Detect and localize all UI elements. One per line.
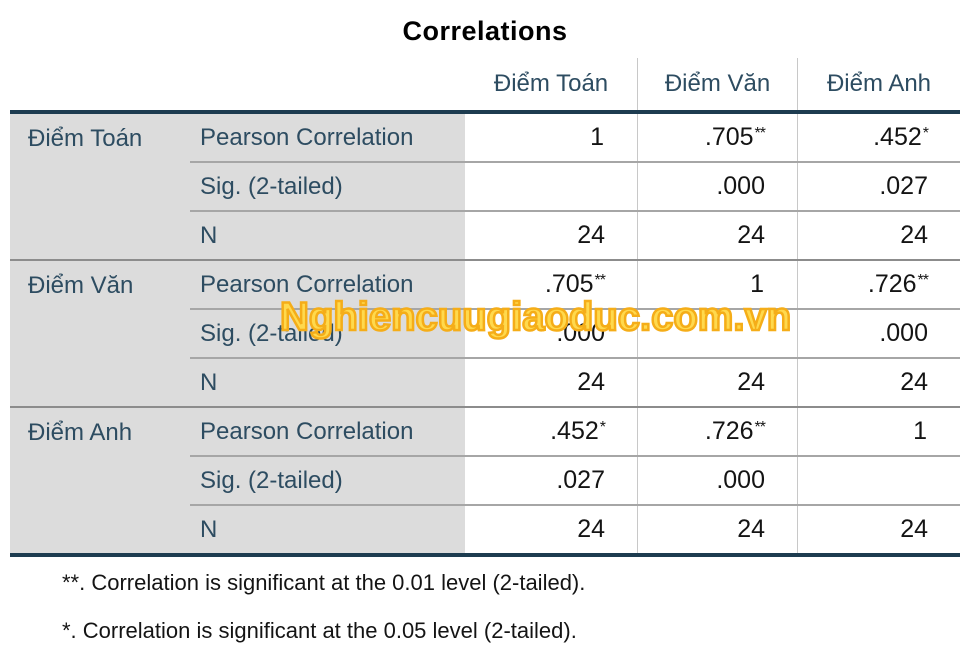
significance-superscript: ** xyxy=(754,124,766,142)
value-cell: 24 xyxy=(465,506,637,553)
row-group-diem-toan: Điểm Toán Pearson Correlation 1 .705 ** .… xyxy=(10,114,960,259)
value-cell: .726 ** xyxy=(637,408,797,455)
cell-value: .452 xyxy=(873,123,922,151)
value-cell: 24 xyxy=(797,506,960,553)
cell-value: .000 xyxy=(716,466,765,494)
cell-value: 24 xyxy=(900,221,928,249)
significance-superscript: ** xyxy=(917,271,929,289)
value-cell: .726 ** xyxy=(797,261,960,308)
footnote-significance-01: **. Correlation is significant at the 0.… xyxy=(62,570,586,595)
significance-superscript: ** xyxy=(754,418,766,436)
value-cell: .000 xyxy=(465,310,637,357)
table-header-row: Điểm Toán Điểm Văn Điểm Anh xyxy=(10,58,960,114)
value-cell: .000 xyxy=(797,310,960,357)
cell-value: 24 xyxy=(900,368,928,396)
value-cell: .705 ** xyxy=(465,261,637,308)
table-row: N 24 24 24 xyxy=(190,357,960,406)
cell-value: 1 xyxy=(913,417,927,445)
cell-value: 24 xyxy=(577,515,605,543)
value-cell: .027 xyxy=(797,163,960,210)
cell-value: .027 xyxy=(556,466,605,494)
table-row: Sig. (2-tailed) .027 .000 xyxy=(190,455,960,504)
footnote-significance-05: *. Correlation is significant at the 0.0… xyxy=(62,618,577,643)
value-cell: 24 xyxy=(637,506,797,553)
cell-value: .705 xyxy=(544,270,594,298)
value-cell: 24 xyxy=(465,359,637,406)
cell-value: 24 xyxy=(577,221,605,249)
value-cell: .705 ** xyxy=(637,114,797,161)
column-header-diem-toan: Điểm Toán xyxy=(493,70,609,97)
cell-value: .000 xyxy=(879,319,928,347)
stat-label: Pearson Correlation xyxy=(190,408,465,455)
cell-value: .000 xyxy=(716,172,765,200)
row-group-diem-anh: Điểm Anh Pearson Correlation .452 * .726 *… xyxy=(10,406,960,553)
value-cell: 24 xyxy=(797,359,960,406)
value-cell: 24 xyxy=(637,359,797,406)
value-cell: .027 xyxy=(465,457,637,504)
value-cell: .452 * xyxy=(465,408,637,455)
stat-label: Pearson Correlation xyxy=(190,114,465,161)
cell-value: 24 xyxy=(737,221,765,249)
cell-value: 24 xyxy=(737,368,765,396)
value-cell: 24 xyxy=(465,212,637,259)
table-row: N 24 24 24 xyxy=(190,210,960,259)
cell-value: .000 xyxy=(556,319,605,347)
cell-value: 1 xyxy=(590,123,604,151)
stat-label: Sig. (2-tailed) xyxy=(190,310,465,357)
cell-value: .027 xyxy=(879,172,928,200)
row-group-label: Điểm Toán xyxy=(10,114,190,259)
row-group-rows: Pearson Correlation 1 .705 ** .452 * Sig. … xyxy=(190,114,960,259)
table-row: N 24 24 24 xyxy=(190,504,960,553)
value-cell: 1 xyxy=(465,114,637,161)
value-cell: 1 xyxy=(797,408,960,455)
value-cell: 24 xyxy=(797,212,960,259)
stat-label: Pearson Correlation xyxy=(190,261,465,308)
stat-label: Sig. (2-tailed) xyxy=(190,457,465,504)
header-spacer-stub xyxy=(10,58,190,110)
value-cell: .452 * xyxy=(797,114,960,161)
table-row: Sig. (2-tailed) .000 .000 xyxy=(190,308,960,357)
value-cell xyxy=(637,310,797,357)
row-group-label: Điểm Anh xyxy=(10,408,190,553)
cell-value: .705 xyxy=(704,123,754,151)
column-header-diem-van: Điểm Văn xyxy=(637,58,797,110)
cell-value: 24 xyxy=(737,515,765,543)
row-group-rows: Pearson Correlation .452 * .726 ** 1 Sig. … xyxy=(190,408,960,553)
cell-value: .726 xyxy=(867,270,917,298)
cell-value: 1 xyxy=(750,270,764,298)
significance-superscript: ** xyxy=(594,271,606,289)
significance-superscript: * xyxy=(599,418,606,436)
table-row: Pearson Correlation .705 ** 1 .726 ** xyxy=(190,261,960,308)
value-cell: 1 xyxy=(637,261,797,308)
correlations-table: Điểm Toán Điểm Văn Điểm Anh Điểm Toán Pe… xyxy=(10,58,960,557)
header-spacer-stat xyxy=(190,58,465,110)
column-header-diem-anh: Điểm Anh xyxy=(797,58,960,110)
stat-label: N xyxy=(190,359,465,406)
row-group-rows: Pearson Correlation .705 ** 1 .726 ** Sig.… xyxy=(190,261,960,406)
value-cell xyxy=(465,163,637,210)
stat-label: N xyxy=(190,212,465,259)
stat-label: N xyxy=(190,506,465,553)
table-row: Sig. (2-tailed) .000 .027 xyxy=(190,161,960,210)
cell-value: 24 xyxy=(577,368,605,396)
significance-superscript: * xyxy=(922,124,929,142)
row-group-label: Điểm Văn xyxy=(10,261,190,406)
table-body: Điểm Toán Pearson Correlation 1 .705 ** .… xyxy=(10,114,960,557)
cell-value: .726 xyxy=(704,417,754,445)
stat-label: Sig. (2-tailed) xyxy=(190,163,465,210)
table-row: Pearson Correlation 1 .705 ** .452 * xyxy=(190,114,960,161)
value-cell: 24 xyxy=(637,212,797,259)
table-row: Pearson Correlation .452 * .726 ** 1 xyxy=(190,408,960,455)
cell-value: 24 xyxy=(900,515,928,543)
row-group-diem-van: Điểm Văn Pearson Correlation .705 ** 1 .7… xyxy=(10,259,960,406)
value-cell: .000 xyxy=(637,163,797,210)
value-cell: .000 xyxy=(637,457,797,504)
table-title: Correlations xyxy=(402,16,568,46)
cell-value: .452 xyxy=(550,417,599,445)
value-cell xyxy=(797,457,960,504)
